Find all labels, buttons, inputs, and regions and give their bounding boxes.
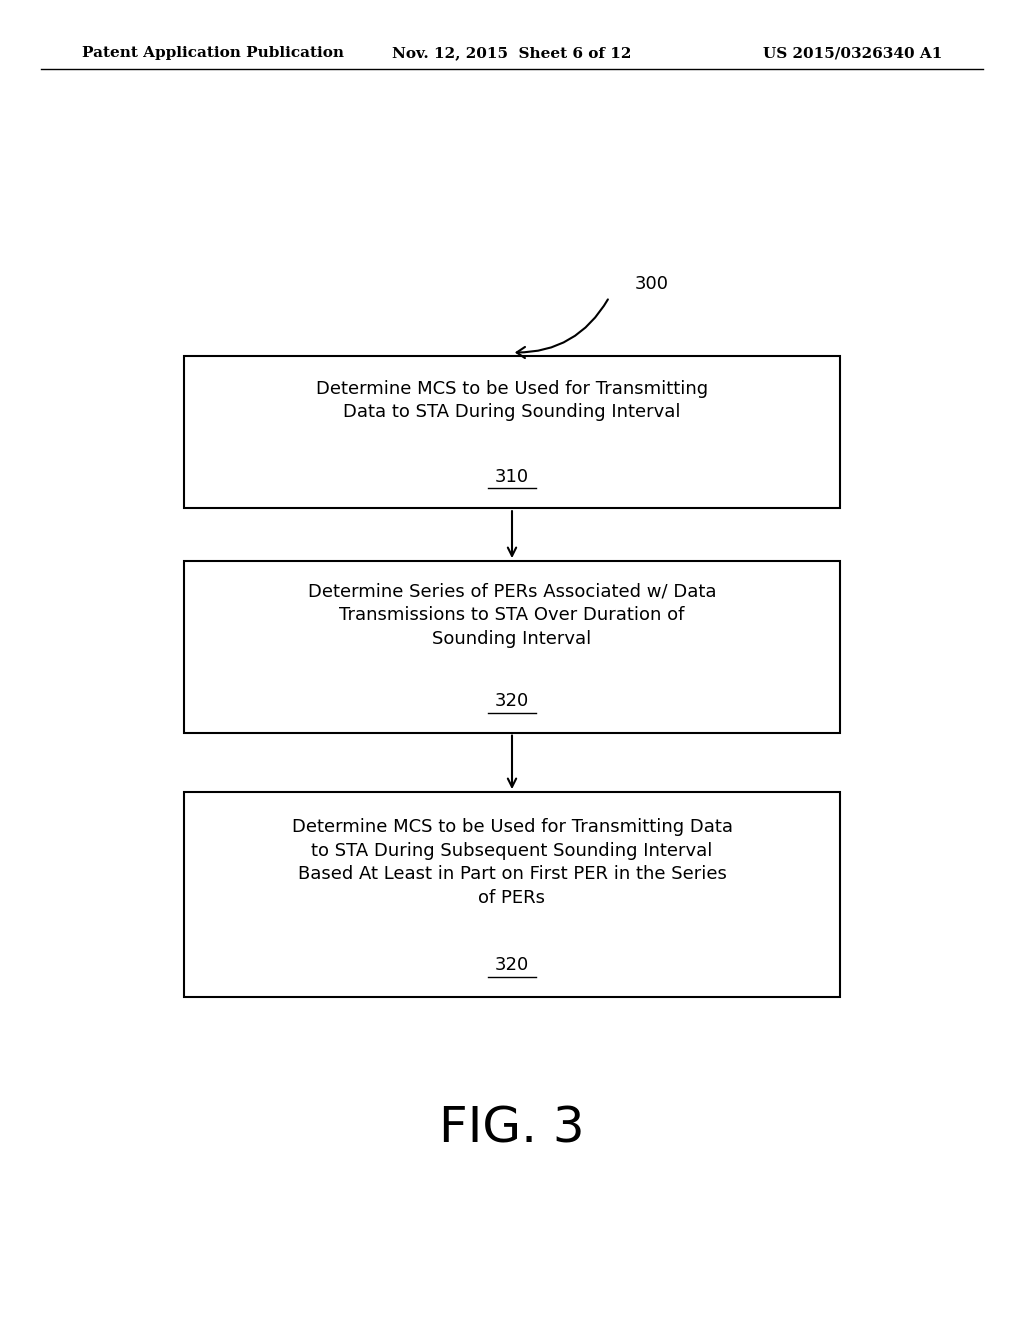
- Text: Determine MCS to be Used for Transmitting
Data to STA During Sounding Interval: Determine MCS to be Used for Transmittin…: [316, 380, 708, 421]
- Text: 320: 320: [495, 692, 529, 710]
- Text: 310: 310: [495, 467, 529, 486]
- Text: US 2015/0326340 A1: US 2015/0326340 A1: [763, 46, 942, 61]
- FancyArrowPatch shape: [517, 300, 608, 358]
- Bar: [184, 356, 840, 508]
- Text: Determine MCS to be Used for Transmitting Data
to STA During Subsequent Sounding: Determine MCS to be Used for Transmittin…: [292, 818, 732, 907]
- Text: 320: 320: [495, 956, 529, 974]
- Bar: [184, 561, 840, 733]
- Text: Nov. 12, 2015  Sheet 6 of 12: Nov. 12, 2015 Sheet 6 of 12: [392, 46, 632, 61]
- Text: Patent Application Publication: Patent Application Publication: [82, 46, 344, 61]
- Text: 300: 300: [635, 275, 669, 293]
- Text: Determine Series of PERs Associated w/ Data
Transmissions to STA Over Duration o: Determine Series of PERs Associated w/ D…: [308, 582, 716, 648]
- Bar: [184, 792, 840, 997]
- Text: FIG. 3: FIG. 3: [439, 1105, 585, 1152]
